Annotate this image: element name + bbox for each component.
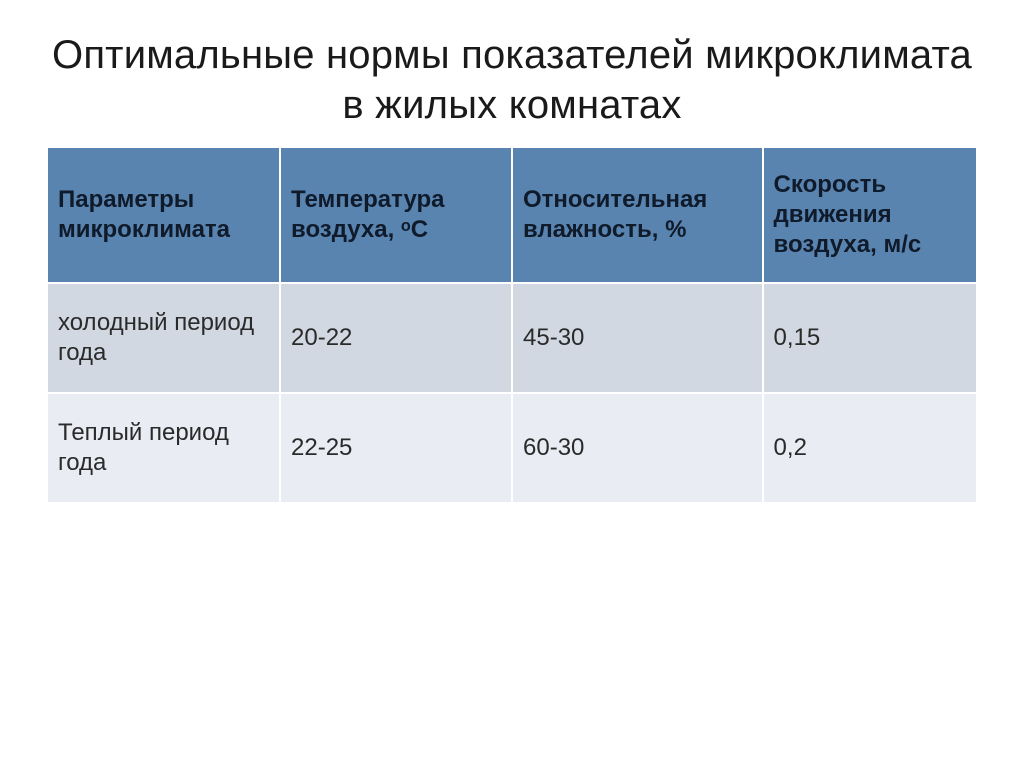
col-header-temp: Температура воздуха, ᵒС: [280, 148, 512, 283]
cell-humidity: 45-30: [512, 283, 763, 393]
cell-humidity: 60-30: [512, 393, 763, 503]
table-row: Теплый период года 22-25 60-30 0,2: [48, 393, 976, 503]
microclimate-table: Параметры микроклимата Температура возду…: [48, 148, 976, 504]
cell-period: Теплый период года: [48, 393, 280, 503]
cell-airspeed: 0,15: [763, 283, 976, 393]
cell-airspeed: 0,2: [763, 393, 976, 503]
col-header-airspeed: Скорость движения воздуха, м/с: [763, 148, 976, 283]
cell-temp: 20-22: [280, 283, 512, 393]
cell-temp: 22-25: [280, 393, 512, 503]
table-header-row: Параметры микроклимата Температура возду…: [48, 148, 976, 283]
slide-title: Оптимальные нормы показателей микроклима…: [48, 30, 976, 130]
table-row: холодный период года 20-22 45-30 0,15: [48, 283, 976, 393]
col-header-params: Параметры микроклимата: [48, 148, 280, 283]
cell-period: холодный период года: [48, 283, 280, 393]
slide: Оптимальные нормы показателей микроклима…: [0, 0, 1024, 767]
col-header-humidity: Относительная влажность, %: [512, 148, 763, 283]
